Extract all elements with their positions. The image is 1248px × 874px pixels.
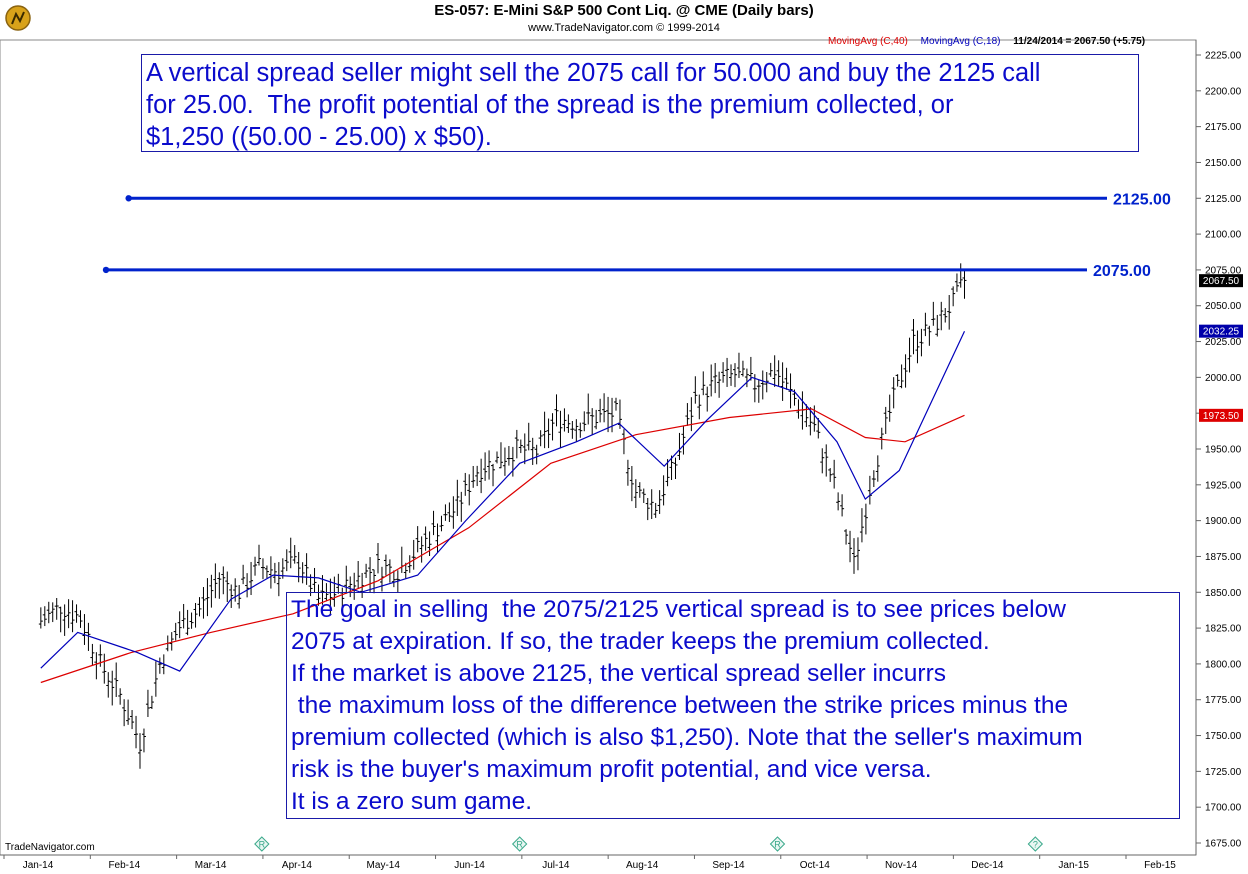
legend-ma18: MovingAvg (C,18) (920, 36, 1001, 47)
x-tick-label: Jan-15 (1058, 860, 1089, 871)
y-tick-label: 1925.00 (1205, 480, 1242, 491)
event-marker-icon (511, 836, 528, 852)
legend-ma40: MovingAvg (C,40) (828, 36, 908, 47)
y-tick-label: 2075.00 (1205, 265, 1242, 276)
y-tick-label: 1775.00 (1205, 695, 1242, 706)
value-tag-label: 2067.50 (1203, 276, 1240, 287)
annotation-bottom-line: If the market is above 2125, the vertica… (291, 660, 947, 687)
value-tag (1199, 324, 1243, 338)
chart-title: ES-057: E-Mini S&P 500 Cont Liq. @ CME (… (434, 2, 814, 19)
annotation-bottom: The goal in selling the 2075/2125 vertic… (286, 592, 1180, 819)
y-tick-label: 2150.00 (1205, 158, 1242, 169)
y-tick-label: 1825.00 (1205, 624, 1242, 635)
annotation-bottom-line: premium collected (which is also $1,250)… (291, 724, 1083, 751)
ma18-line (40, 330, 966, 672)
y-tick-label: 2125.00 (1205, 194, 1242, 205)
event-marker-label: R (774, 840, 781, 850)
strike-line-label: 2075.00 (1093, 263, 1151, 280)
strike-line-anchor (125, 195, 132, 202)
event-marker-label: ? (1033, 840, 1038, 850)
x-tick-label: Feb-15 (1144, 860, 1176, 871)
y-tick-label: 2200.00 (1205, 86, 1242, 97)
strike-line-label: 2125.00 (1113, 191, 1171, 208)
event-marker-icon (254, 836, 270, 852)
y-tick-label: 1950.00 (1205, 445, 1242, 456)
x-tick-label: May-14 (367, 860, 401, 871)
y-tick-label: 1725.00 (1205, 767, 1242, 778)
ma40-line (40, 408, 965, 684)
y-tick-label: 2025.00 (1205, 337, 1242, 348)
trade-navigator-logo-icon (5, 5, 31, 31)
x-tick-label: Aug-14 (626, 860, 659, 871)
indicator-legend: MovingAvg (C,40) MovingAvg (C,18) 11/24/… (828, 36, 1155, 47)
x-tick-label: Oct-14 (800, 860, 830, 871)
x-tick-label: Feb-14 (108, 860, 140, 871)
y-tick-label: 2100.00 (1205, 230, 1242, 241)
annotation-bottom-line: It is a zero sum game. (291, 788, 533, 815)
event-marker-icon (769, 836, 786, 852)
y-tick-label: 1675.00 (1205, 839, 1242, 850)
y-tick-label: 1700.00 (1205, 803, 1242, 814)
value-tag (1199, 408, 1243, 422)
x-tick-label: Dec-14 (971, 860, 1004, 871)
y-tick-label: 1900.00 (1205, 516, 1242, 527)
x-tick-label: Jan-14 (23, 860, 54, 871)
y-tick-label: 2175.00 (1205, 122, 1242, 133)
x-tick-label: Jun-14 (454, 860, 485, 871)
x-tick-label: Jul-14 (542, 860, 570, 871)
annotation-bottom-line: 2075 at expiration. If so, the trader ke… (291, 628, 990, 655)
annotation-top-line: for 25.00. The profit potential of the s… (146, 91, 954, 119)
annotation-top-line: A vertical spread seller might sell the … (146, 59, 1041, 87)
legend-last-value: 11/24/2014 = 2067.50 (+5.75) (1013, 36, 1146, 47)
x-tick-label: Apr-14 (282, 860, 312, 871)
footer-brand: TradeNavigator.com (5, 842, 95, 853)
x-tick-label: Nov-14 (885, 860, 918, 871)
strike-line-anchor (102, 266, 110, 274)
value-tag-label: 2032.25 (1203, 327, 1240, 338)
x-tick-label: Mar-14 (195, 860, 227, 871)
annotation-bottom-line: The goal in selling the 2075/2125 vertic… (291, 596, 1066, 623)
y-tick-label: 2225.00 (1205, 51, 1242, 62)
y-tick-label: 1800.00 (1205, 659, 1242, 670)
event-marker-label: R (259, 840, 266, 850)
x-tick-label: Sep-14 (712, 860, 745, 871)
y-tick-label: 1750.00 (1205, 731, 1242, 742)
annotation-bottom-line: risk is the buyer's maximum profit poten… (291, 756, 932, 783)
annotation-top: A vertical spread seller might sell the … (141, 54, 1139, 152)
y-tick-label: 1850.00 (1205, 588, 1242, 599)
annotation-bottom-line: the maximum loss of the difference betwe… (291, 692, 1069, 719)
event-marker-label: R (516, 840, 523, 850)
y-tick-label: 2000.00 (1205, 373, 1242, 384)
y-tick-label: 2050.00 (1205, 301, 1242, 312)
annotation-top-line: $1,250 ((50.00 - 25.00) x $50). (146, 123, 492, 151)
event-marker-icon (1027, 836, 1044, 852)
chart-subtitle: www.TradeNavigator.com © 1999-2014 (528, 22, 720, 34)
y-tick-label: 1875.00 (1205, 552, 1242, 563)
value-tag (1199, 274, 1243, 288)
value-tag-label: 1973.50 (1203, 411, 1240, 422)
